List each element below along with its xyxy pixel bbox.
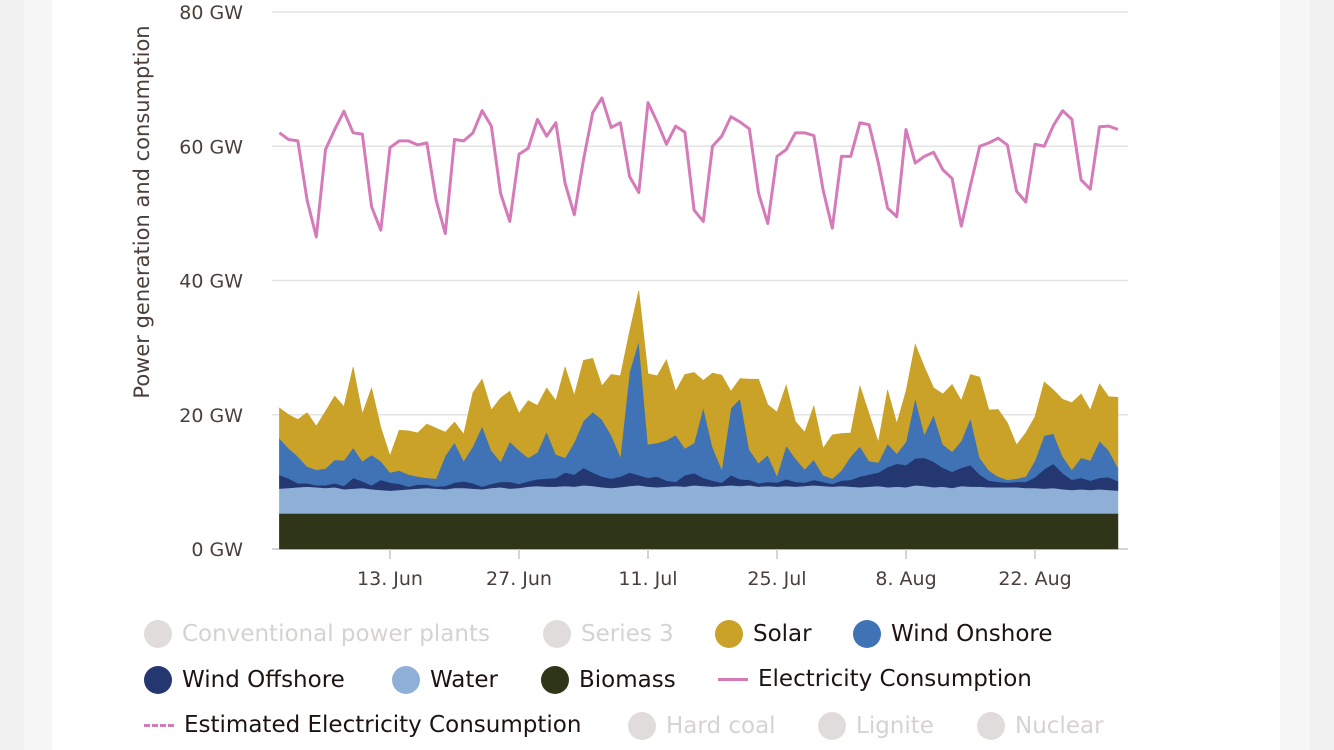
y-tick-label: 0 GW [191,539,243,561]
legend-label: Nuclear [1015,713,1104,739]
legend-dot-icon [144,620,172,648]
legend-label: Estimated Electricity Consumption [184,712,582,738]
legend-label: Series 3 [581,621,674,647]
legend-label: Wind Onshore [891,621,1053,647]
x-tick-label: 25. Jul [747,568,806,590]
y-axis-label: Power generation and consumption [130,25,154,398]
stacked-areas [279,290,1119,550]
area-biomass [279,513,1119,550]
legend-dot-icon [628,712,656,740]
legend-label: Water [430,667,498,693]
page-margin-right [1280,0,1310,750]
legend-item-conventional-power-plants[interactable]: Conventional power plants [144,620,490,648]
x-tick-label: 13. Jun [357,568,423,590]
legend-item-estimated-electricity-consumption[interactable]: Estimated Electricity Consumption [144,712,581,738]
legend-dot-icon [392,666,420,694]
legend-item-electricity-consumption[interactable]: Electricity Consumption [718,666,1032,692]
legend-label: Hard coal [666,713,776,739]
legend-dot-icon [853,620,881,648]
legend-dot-icon [144,666,172,694]
x-tick-label: 11. Jul [618,568,677,590]
legend-item-lignite[interactable]: Lignite [818,712,934,740]
legend-dash-icon [144,723,174,727]
legend-label: Electricity Consumption [758,666,1032,692]
legend-dot-icon [543,620,571,648]
x-tick-label: 27. Jun [486,568,552,590]
legend-item-hard-coal[interactable]: Hard coal [628,712,776,740]
area-solar [279,290,1119,481]
y-axis: 0 GW 20 GW 40 GW 60 GW 80 GW [179,2,243,561]
page-margin-left [24,0,52,750]
y-tick-label: 60 GW [179,136,243,158]
legend-item-water[interactable]: Water [392,666,498,694]
legend-dot-icon [715,620,743,648]
legend-line-icon [718,677,748,681]
legend-label: Biomass [579,667,676,693]
legend-label: Conventional power plants [182,621,490,647]
legend-item-wind-onshore[interactable]: Wind Onshore [853,620,1053,648]
legend-dot-icon [541,666,569,694]
legend-item-solar[interactable]: Solar [715,620,812,648]
legend-label: Wind Offshore [182,667,345,693]
y-tick-label: 80 GW [179,2,243,24]
x-tick-label: 22. Aug [998,568,1071,590]
consumption-lines [278,96,1119,239]
y-tick-label: 20 GW [179,405,243,427]
legend-item-wind-offshore[interactable]: Wind Offshore [144,666,345,694]
legend-label: Lignite [856,713,934,739]
legend-item-series-3[interactable]: Series 3 [543,620,674,648]
legend-item-biomass[interactable]: Biomass [541,666,676,694]
legend-dot-icon [977,712,1005,740]
x-axis: 13. Jun 27. Jun 11. Jul 25. Jul 8. Aug 22. Au… [357,549,1072,590]
legend-label: Solar [753,621,812,647]
y-tick-label: 40 GW [179,271,243,293]
legend-dot-icon [818,712,846,740]
line-electricity-consumption [278,96,1119,239]
legend-item-nuclear[interactable]: Nuclear [977,712,1104,740]
x-tick-label: 8. Aug [875,568,936,590]
